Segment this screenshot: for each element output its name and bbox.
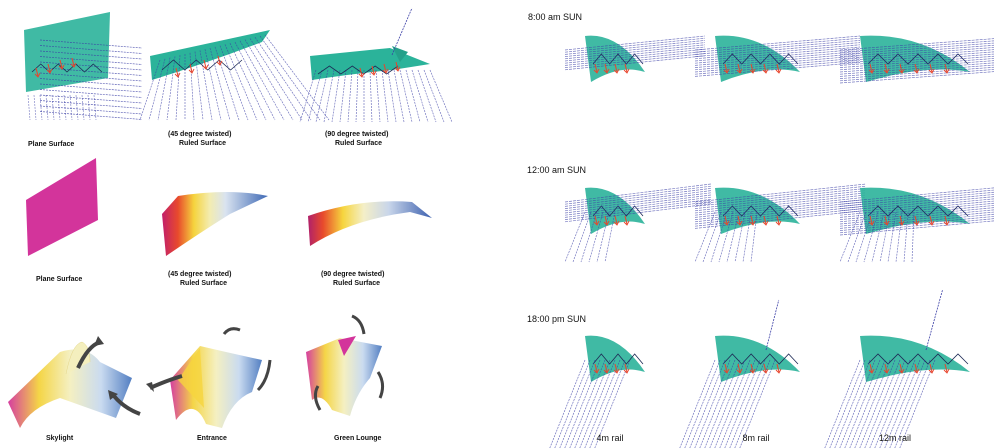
label-green-lounge: Green Lounge: [334, 435, 382, 442]
sun-study-r2-c3: [839, 187, 994, 263]
time-label-0800: 8:00 am SUN: [528, 12, 583, 22]
sun-study-r2-c1: [564, 183, 712, 263]
label-plane-surface-1: Plane Surface: [28, 141, 75, 148]
sun-study-r3-c1: [549, 335, 645, 448]
label-45-twisted-1: (45 degree twisted): [168, 131, 232, 138]
label-skylight: Skylight: [46, 435, 74, 442]
label-ruled-surface-45-2: Ruled Surface: [180, 280, 228, 287]
sun-study-r2-c2: [694, 183, 867, 263]
ruled-surface-45-radiation: [162, 192, 268, 256]
time-label-1800: 18:00 pm SUN: [527, 314, 587, 324]
label-ruled-surface-45-1: Ruled Surface: [179, 140, 227, 147]
sun-study-r3-c2: [679, 299, 800, 448]
plane-surface-magenta: [26, 158, 98, 256]
label-entrance: Entrance: [197, 435, 227, 442]
ruled-surface-45-rays: [139, 30, 330, 121]
green-lounge-model: [306, 314, 385, 416]
ruled-surface-90-radiation: [308, 201, 432, 246]
sun-study-r3-c3: [824, 289, 970, 448]
rail-label-12m: 12m rail: [878, 433, 912, 443]
entrance-model: [146, 327, 272, 428]
sun-study-r1-c1: [564, 35, 706, 82]
plane-surface-rays: [24, 12, 143, 121]
label-90-twisted-2: (90 degree twisted): [321, 271, 385, 278]
label-45-twisted-2: (45 degree twisted): [168, 271, 232, 278]
ruled-surface-90-rays: [299, 7, 453, 123]
label-ruled-surface-90-1: Ruled Surface: [335, 140, 383, 147]
rail-label-8m: 8m rail: [742, 433, 770, 443]
sun-study-r1-c3: [839, 35, 994, 84]
sun-study-r1-c2: [694, 35, 861, 82]
time-label-1200: 12:00 am SUN: [527, 165, 587, 175]
label-90-twisted-1: (90 degree twisted): [325, 131, 389, 138]
skylight-model: [8, 336, 141, 428]
label-ruled-surface-90-2: Ruled Surface: [333, 280, 381, 287]
rail-label-4m: 4m rail: [596, 433, 624, 443]
label-plane-surface-2: Plane Surface: [36, 276, 83, 283]
